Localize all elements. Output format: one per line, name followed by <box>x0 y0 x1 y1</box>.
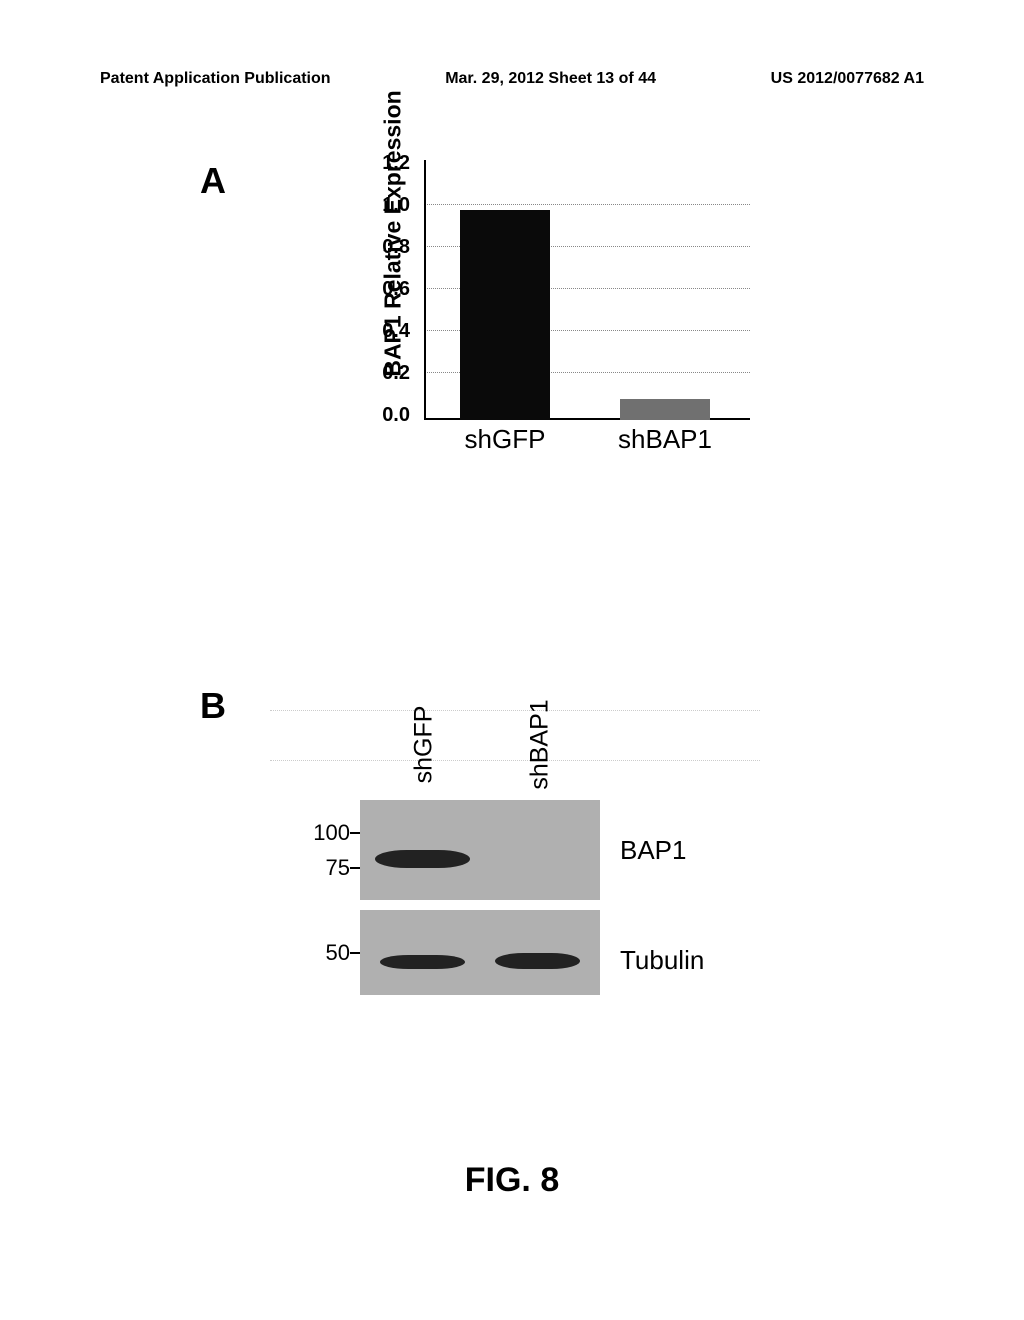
blot-band-tubulin-shgfp <box>380 955 465 969</box>
blot-panel-bap1 <box>360 800 600 900</box>
page-header: Patent Application Publication Mar. 29, … <box>0 70 1024 88</box>
mw-100: 100 <box>300 820 350 846</box>
y-tick-6: 1.2 <box>382 152 410 175</box>
y-axis <box>424 160 426 420</box>
panel-a-chart: BAP1 Relative Expression 1.2 1.0 0.8 0.6… <box>280 160 800 510</box>
grid-line <box>425 204 750 205</box>
panel-a-label: A <box>200 160 226 202</box>
header-right: US 2012/0077682 A1 <box>771 70 924 88</box>
bar-shgfp <box>460 210 550 420</box>
bg-line <box>270 710 760 711</box>
mw-tick <box>350 867 360 869</box>
x-tick-0: shGFP <box>445 424 565 455</box>
blot-band-bap1-shgfp <box>375 850 470 868</box>
panel-b-label: B <box>200 685 226 727</box>
header-left: Patent Application Publication <box>100 70 331 88</box>
mw-tick <box>350 952 360 954</box>
y-tick-4: 0.8 <box>382 236 410 259</box>
blot-panel-tubulin <box>360 910 600 995</box>
panel-b-blot: shGFP shBAP1 100 75 50 BAP1 Tubulin <box>260 680 800 1080</box>
mw-tick <box>350 832 360 834</box>
figure-label: FIG. 8 <box>0 1161 1024 1200</box>
protein-bap1: BAP1 <box>620 835 687 866</box>
blot-band-tubulin-shbap1 <box>495 953 580 969</box>
mw-50: 50 <box>300 940 350 966</box>
mw-75: 75 <box>300 855 350 881</box>
blot-col-0: shGFP <box>409 706 438 784</box>
y-tick-2: 0.4 <box>382 320 410 343</box>
y-tick-3: 0.6 <box>382 278 410 301</box>
x-tick-1: shBAP1 <box>605 424 725 455</box>
y-tick-5: 1.0 <box>382 194 410 217</box>
header-center: Mar. 29, 2012 Sheet 13 of 44 <box>445 70 656 88</box>
protein-tubulin: Tubulin <box>620 945 704 976</box>
y-tick-1: 0.2 <box>382 362 410 385</box>
bg-line <box>270 760 760 761</box>
y-tick-0: 0.0 <box>382 404 410 427</box>
blot-col-1: shBAP1 <box>526 699 555 789</box>
bar-shbap1 <box>620 399 710 420</box>
chart-container: 1.2 1.0 0.8 0.6 0.4 0.2 0.0 shGFP shBAP1 <box>350 160 750 440</box>
